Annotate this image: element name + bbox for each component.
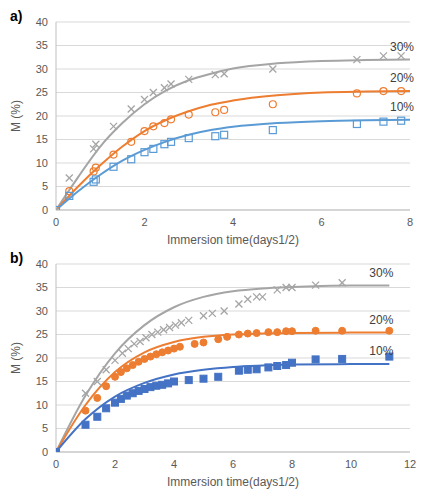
svg-text:15: 15 [36,133,48,145]
svg-text:6: 6 [230,458,236,470]
svg-text:2: 2 [141,216,147,228]
svg-text:5: 5 [42,180,48,192]
svg-text:35: 35 [36,39,48,51]
svg-text:10: 10 [345,458,357,470]
svg-text:20%: 20% [369,313,393,327]
svg-text:30%: 30% [369,266,393,280]
svg-text:2: 2 [112,458,118,470]
svg-text:Immersion time(days1/2): Immersion time(days1/2) [167,475,299,489]
svg-text:30: 30 [36,305,48,317]
svg-text:0: 0 [42,204,48,216]
svg-text:10%: 10% [369,344,393,358]
svg-text:20: 20 [36,110,48,122]
svg-text:30: 30 [36,63,48,75]
svg-text:10: 10 [36,157,48,169]
svg-text:5: 5 [42,422,48,434]
svg-text:15: 15 [36,375,48,387]
svg-text:0: 0 [53,458,59,470]
svg-text:25: 25 [36,328,48,340]
svg-text:40: 40 [36,16,48,28]
svg-text:8: 8 [289,458,295,470]
svg-text:10%: 10% [390,100,414,114]
svg-text:Immersion time(days1/2): Immersion time(days1/2) [167,233,299,247]
svg-text:6: 6 [318,216,324,228]
svg-text:0: 0 [53,216,59,228]
svg-text:20: 20 [36,352,48,364]
svg-text:30%: 30% [390,40,414,54]
html-text:b): b) [10,250,24,266]
svg-text:20%: 20% [390,71,414,85]
svg-text:4: 4 [230,216,236,228]
svg-text:4: 4 [171,458,177,470]
svg-text:12: 12 [404,458,416,470]
svg-text:M (%): M (%) [9,342,23,374]
svg-text:40: 40 [36,258,48,270]
html-text:a): a) [10,8,23,24]
svg-text:8: 8 [407,216,413,228]
svg-text:0: 0 [42,446,48,458]
svg-text:M (%): M (%) [9,100,23,132]
svg-text:25: 25 [36,86,48,98]
svg-text:10: 10 [36,399,48,411]
svg-text:35: 35 [36,281,48,293]
